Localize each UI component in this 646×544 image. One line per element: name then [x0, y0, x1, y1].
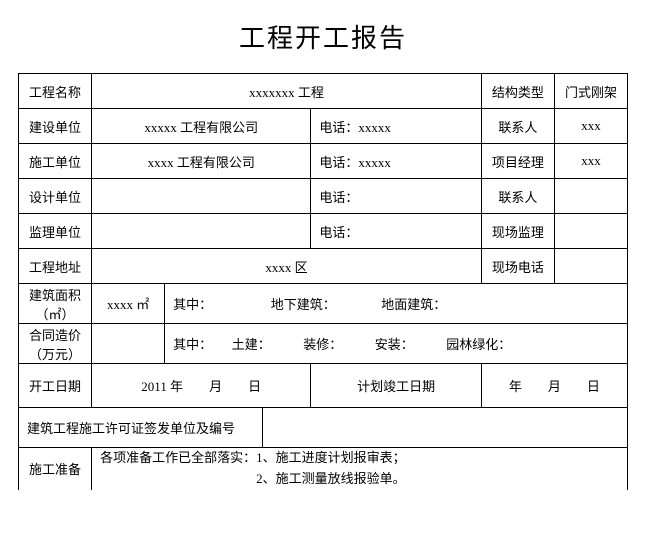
value-design-contact: [554, 179, 627, 214]
label-address: 工程地址: [19, 249, 92, 284]
label-plan-finish: 计划竣工日期: [311, 364, 482, 408]
tel-supervise-unit: 电话：: [311, 214, 482, 249]
label-project-name: 工程名称: [19, 74, 92, 109]
label-construct-unit: 施工单位: [19, 144, 92, 179]
label-site-supervise: 现场监理: [481, 214, 554, 249]
label-design-contact: 联系人: [481, 179, 554, 214]
label-prep: 施工准备: [19, 448, 92, 490]
report-table: 工程名称 xxxxxxx 工程 结构类型 门式刚架 建设单位 xxxxx 工程有…: [18, 73, 628, 490]
value-build-unit: xxxxx 工程有限公司: [92, 109, 311, 144]
value-area: xxxx ㎡: [92, 284, 165, 324]
label-build-unit: 建设单位: [19, 109, 92, 144]
label-contract-price: 合同造价（万元）: [19, 324, 92, 364]
value-design-unit: [92, 179, 311, 214]
doc-title: 工程开工报告: [18, 18, 628, 55]
value-contract-price: [92, 324, 165, 364]
label-supervise-unit: 监理单位: [19, 214, 92, 249]
label-area: 建筑面积（㎡）: [19, 284, 92, 324]
label-start-date: 开工日期: [19, 364, 92, 408]
value-address: xxxx 区: [92, 249, 482, 284]
value-contact: xxx: [554, 109, 627, 144]
value-construct-unit: xxxx 工程有限公司: [92, 144, 311, 179]
label-permit: 建筑工程施工许可证签发单位及编号: [19, 408, 263, 448]
value-site-supervise: [554, 214, 627, 249]
label-contact: 联系人: [481, 109, 554, 144]
label-structure-type: 结构类型: [481, 74, 554, 109]
value-permit: [262, 408, 627, 448]
value-project-name: xxxxxxx 工程: [92, 74, 482, 109]
price-breakdown: 其中： 土建： 装修： 安装： 园林绿化：: [165, 324, 628, 364]
value-site-phone: [554, 249, 627, 284]
area-breakdown: 其中： 地下建筑： 地面建筑：: [165, 284, 628, 324]
tel-build-unit: 电话：xxxxx: [311, 109, 482, 144]
value-supervise-unit: [92, 214, 311, 249]
label-design-unit: 设计单位: [19, 179, 92, 214]
value-start-date: 2011 年 月 日: [92, 364, 311, 408]
value-pm: xxx: [554, 144, 627, 179]
value-prep: 各项准备工作已全部落实：1、施工进度计划报审表； 2、施工测量放线报验单。: [92, 448, 628, 490]
tel-design-unit: 电话：: [311, 179, 482, 214]
label-site-phone: 现场电话: [481, 249, 554, 284]
label-pm: 项目经理: [481, 144, 554, 179]
value-plan-finish: 年 月 日: [481, 364, 627, 408]
tel-construct-unit: 电话：xxxxx: [311, 144, 482, 179]
value-structure-type: 门式刚架: [554, 74, 627, 109]
